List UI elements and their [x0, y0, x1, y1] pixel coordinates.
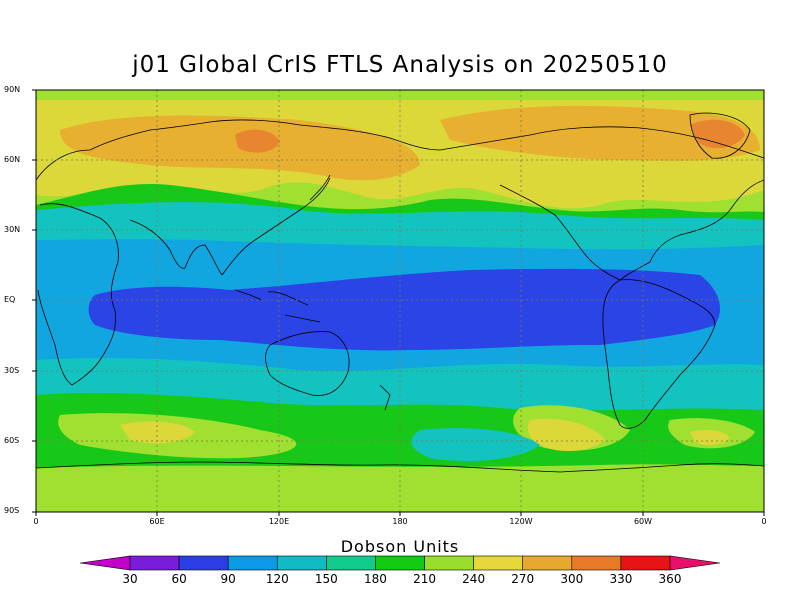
colorbar-label: 30 — [122, 572, 138, 586]
colorbar-label: 180 — [364, 572, 387, 586]
colorbar-segment — [522, 555, 573, 571]
colorbar-label: 240 — [462, 572, 486, 586]
lon-label-180: 180 — [392, 517, 408, 526]
colorbar-segment — [276, 555, 327, 571]
lon-label-0-left: 0 — [33, 517, 39, 526]
colorbar-label: 120 — [265, 572, 289, 586]
colorbar-label: 330 — [609, 572, 633, 586]
lat-label-30n: 30N — [4, 225, 21, 234]
axis-ticks — [32, 89, 765, 516]
lat-label-90s: 90S — [4, 506, 20, 515]
gridlines — [36, 90, 764, 512]
lon-label-120e: 120E — [268, 517, 290, 526]
coastlines — [36, 112, 764, 473]
lat-label-30s: 30S — [4, 366, 20, 375]
lat-label-eq: EQ — [4, 295, 16, 304]
field-antarctic-cyan — [411, 428, 540, 462]
field-tropical-blue — [88, 268, 720, 351]
map-title: j01 Global CrIS FTLS Analysis on 2025051… — [132, 52, 668, 78]
lat-label-60s: 60S — [4, 436, 20, 445]
field-north-red-2 — [690, 119, 745, 149]
lon-label-60w: 60W — [633, 517, 653, 526]
field-north-red-1 — [235, 129, 280, 153]
colorbar-title: Dobson Units — [340, 537, 460, 556]
colorbar-segment — [620, 555, 671, 571]
lat-label-60n: 60N — [4, 155, 21, 164]
lon-label-0-right: 0 — [761, 517, 767, 526]
colorbar-label: 270 — [511, 572, 535, 586]
colorbar-segment — [227, 555, 278, 571]
colorbar-label: 210 — [413, 572, 436, 586]
field-south-yellow — [527, 418, 605, 452]
field-north-orange-2 — [440, 105, 760, 161]
field-antarctic — [36, 464, 764, 512]
colorbar-left-arrow — [79, 555, 131, 571]
lat-label-90n: 90N — [4, 85, 21, 94]
colorbar-segment — [473, 555, 524, 571]
field-south-yellow-2 — [690, 430, 730, 446]
colorbar-label: 60 — [171, 572, 187, 586]
field-south-yellow-3 — [120, 421, 195, 444]
colorbar-segment — [571, 555, 622, 571]
lon-label-60e: 60E — [149, 517, 165, 526]
colorbar-segment — [375, 555, 425, 571]
colorbar-segment — [129, 555, 180, 571]
colorbar-label: 150 — [314, 572, 338, 586]
colorbar-segment — [326, 555, 376, 571]
colorbar-segment — [424, 555, 474, 571]
lon-label-120w: 120W — [509, 517, 533, 526]
colorbar-right-arrow — [669, 555, 721, 571]
colorbar-label: 300 — [560, 572, 584, 586]
colorbar-segment — [178, 555, 229, 571]
colorbar-label: 360 — [658, 572, 682, 586]
colorbar-label: 90 — [220, 572, 236, 586]
